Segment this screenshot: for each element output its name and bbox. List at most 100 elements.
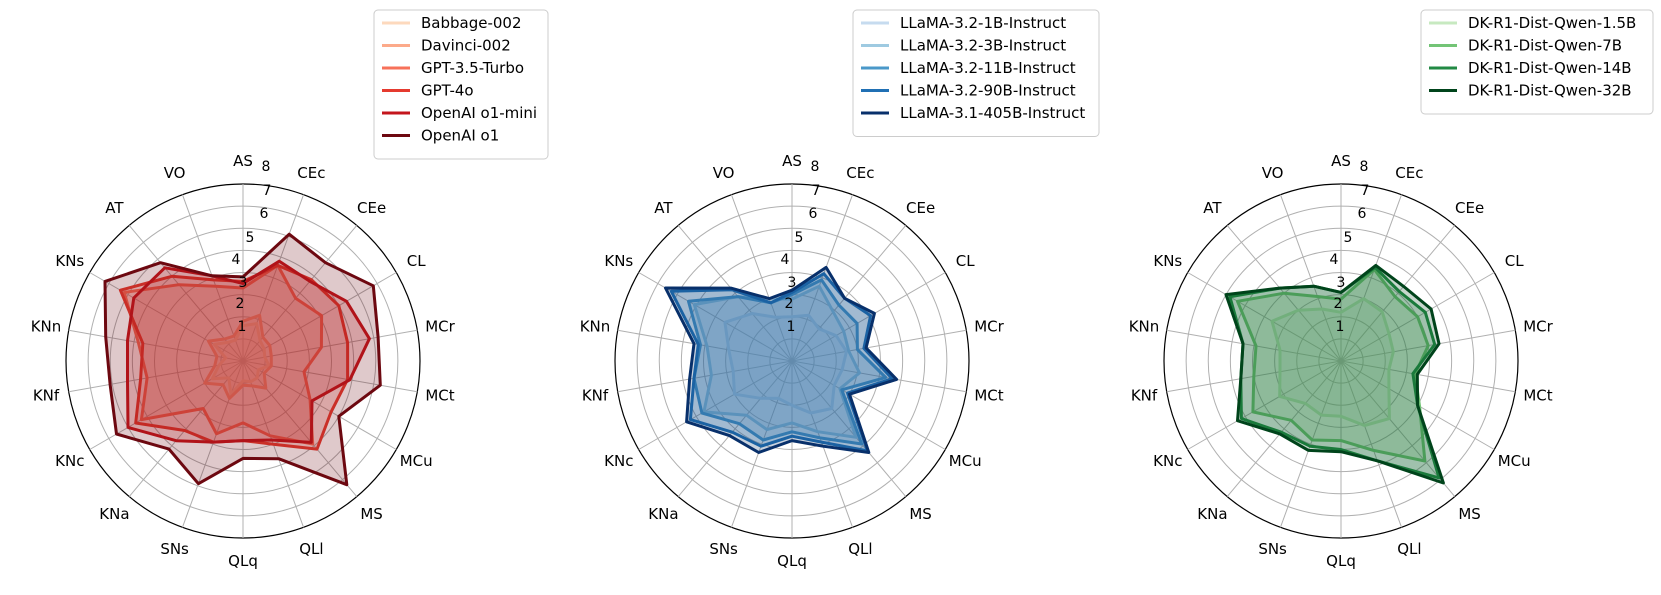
legend-box bbox=[852, 9, 1100, 137]
series-polygon-3 bbox=[122, 263, 324, 446]
axis-label-KNf: KNf bbox=[582, 387, 609, 405]
axis-label-MCr: MCr bbox=[425, 317, 455, 335]
axis-label-KNs: KNs bbox=[604, 252, 633, 270]
radial-tick-label: 4 bbox=[232, 252, 241, 268]
grid-spoke bbox=[791, 360, 946, 450]
grid-spoke bbox=[617, 360, 793, 393]
axis-label-SNs: SNs bbox=[709, 540, 738, 558]
grid-spoke bbox=[791, 272, 946, 362]
grid-spoke bbox=[1340, 360, 1456, 497]
axis-label-VO: VO bbox=[164, 164, 186, 182]
axis-label-MS: MS bbox=[360, 505, 382, 523]
grid-spoke bbox=[677, 360, 793, 497]
axis-label-CL: CL bbox=[407, 252, 426, 270]
legend-entry-label: LLaMA-3.2-1B-Instruct bbox=[900, 14, 1066, 32]
axis-label-KNn: KNn bbox=[1129, 317, 1160, 335]
axis-label-SNs: SNs bbox=[1258, 540, 1287, 558]
legend-box bbox=[1420, 9, 1654, 115]
grid-spoke bbox=[1166, 329, 1342, 362]
radar-panel-2: 1 2 3 456 7 8 AS CEc CEe CL MCr MCt MCu MS QLl QLq SNs KN… bbox=[580, 9, 1100, 570]
radial-tick-label: 2 bbox=[236, 296, 245, 312]
radial-tick-label: 3 bbox=[788, 275, 797, 291]
axis-label-CEc: CEc bbox=[1395, 164, 1423, 182]
legend: LLaMA-3.2-1B-Instruct LLaMA-3.2-3B-Instru… bbox=[852, 9, 1100, 137]
series-polygon-2 bbox=[1236, 268, 1430, 463]
grid-spoke bbox=[791, 194, 854, 362]
radial-tick-label: 6 bbox=[260, 206, 269, 222]
grid-spoke bbox=[1340, 360, 1516, 393]
grid-spoke bbox=[791, 329, 967, 362]
grid-spoke bbox=[791, 225, 907, 362]
radial-tick-label: 7 bbox=[1361, 183, 1370, 199]
radial-tick-label: 2 bbox=[785, 296, 794, 312]
legend-entry-label: LLaMA-3.2-11B-Instruct bbox=[900, 59, 1076, 77]
grid-spoke bbox=[1226, 360, 1342, 497]
axis-label-KNf: KNf bbox=[33, 387, 60, 405]
axis-label-CEc: CEc bbox=[846, 164, 874, 182]
grid-spoke bbox=[68, 329, 244, 362]
radial-tick-label: 7 bbox=[812, 183, 821, 199]
legend-entry-label: LLaMA-3.2-90B-Instruct bbox=[900, 82, 1076, 100]
axis-label-QLq: QLq bbox=[1326, 552, 1356, 570]
axis-label-MCr: MCr bbox=[974, 317, 1004, 335]
grid-spoke bbox=[791, 360, 907, 497]
radial-tick-label: 1 bbox=[238, 319, 247, 335]
legend-entry-label: LLaMA-3.2-3B-Instruct bbox=[900, 37, 1066, 55]
radar-panel-3: 1 2 3 456 7 8 AS CEc CEe CL MCr MCt MCu MS QLl QLq SNs KN… bbox=[1129, 9, 1654, 570]
radial-tick-label: 7 bbox=[263, 183, 272, 199]
grid-spoke bbox=[242, 360, 397, 450]
legend-entry-label: LLaMA-3.1-405B-Instruct bbox=[900, 104, 1085, 122]
radial-tick-label: 4 bbox=[781, 252, 790, 268]
radial-tick-label: 4 bbox=[1330, 252, 1339, 268]
axis-label-MCu: MCu bbox=[1498, 452, 1531, 470]
grid-spoke bbox=[181, 194, 244, 362]
series-polygon-3 bbox=[687, 278, 888, 446]
axis-label-QLl: QLl bbox=[1397, 540, 1421, 558]
series-polygon-1 bbox=[723, 312, 848, 415]
axis-label-AS: AS bbox=[1331, 152, 1351, 170]
legend-entry-label: GPT-4o bbox=[421, 82, 474, 100]
grid-spoke bbox=[1279, 360, 1342, 528]
grid-spoke bbox=[791, 360, 967, 393]
grid-spoke bbox=[181, 360, 244, 528]
legend-entry-label: GPT-3.5-Turbo bbox=[421, 59, 524, 77]
radial-tick-label: 8 bbox=[1360, 159, 1369, 175]
axis-label-KNa: KNa bbox=[648, 505, 678, 523]
series-polygon-6 bbox=[103, 232, 382, 487]
axis-label-QLq: QLq bbox=[228, 552, 258, 570]
radial-tick-label: 6 bbox=[1358, 206, 1367, 222]
grid-spoke bbox=[1340, 360, 1403, 528]
legend-entry-label: DK-R1-Dist-Qwen-1.5B bbox=[1468, 14, 1636, 32]
axis-label-MS: MS bbox=[1458, 505, 1480, 523]
legend-entry-label: Babbage-002 bbox=[421, 14, 522, 32]
series-polygon-3 bbox=[1228, 265, 1441, 480]
axis-label-KNa: KNa bbox=[1197, 505, 1227, 523]
grid-spoke bbox=[730, 360, 793, 528]
legend: DK-R1-Dist-Qwen-1.5B DK-R1-Dist-Qwen-7B DK… bbox=[1420, 9, 1654, 115]
grid-spoke bbox=[1187, 272, 1342, 362]
series-polygon-2 bbox=[203, 313, 273, 400]
radial-tick-label: 1 bbox=[787, 319, 796, 335]
axis-label-KNf: KNf bbox=[1131, 387, 1158, 405]
axis-label-SNs: SNs bbox=[160, 540, 189, 558]
radial-tick-label: 2 bbox=[1334, 296, 1343, 312]
series-polygon-1 bbox=[210, 322, 271, 396]
radial-tick-label: 5 bbox=[795, 230, 804, 246]
axis-label-KNc: KNc bbox=[55, 452, 84, 470]
axis-label-KNs: KNs bbox=[1153, 252, 1182, 270]
axis-label-CL: CL bbox=[1505, 252, 1524, 270]
radial-tick-label: 6 bbox=[809, 206, 818, 222]
axis-label-KNn: KNn bbox=[31, 317, 62, 335]
radial-tick-label: 3 bbox=[1337, 275, 1346, 291]
radial-tick-label: 1 bbox=[1336, 319, 1345, 335]
grid-spoke bbox=[638, 360, 793, 450]
radar-panel-1: 1 2 3 456 7 8 AS CEc CEe CL MCr MCt MCu MS QLl QLq SNs KN… bbox=[31, 9, 549, 570]
series-polygon-5 bbox=[126, 259, 371, 444]
axis-label-MCt: MCt bbox=[974, 387, 1003, 405]
axis-label-QLl: QLl bbox=[299, 540, 323, 558]
axis-label-AS: AS bbox=[233, 152, 253, 170]
series-polygon-5 bbox=[664, 265, 899, 454]
legend-entry-label: DK-R1-Dist-Qwen-32B bbox=[1468, 82, 1632, 100]
axis-label-MCr: MCr bbox=[1523, 317, 1553, 335]
series-polygon-2 bbox=[692, 284, 861, 439]
